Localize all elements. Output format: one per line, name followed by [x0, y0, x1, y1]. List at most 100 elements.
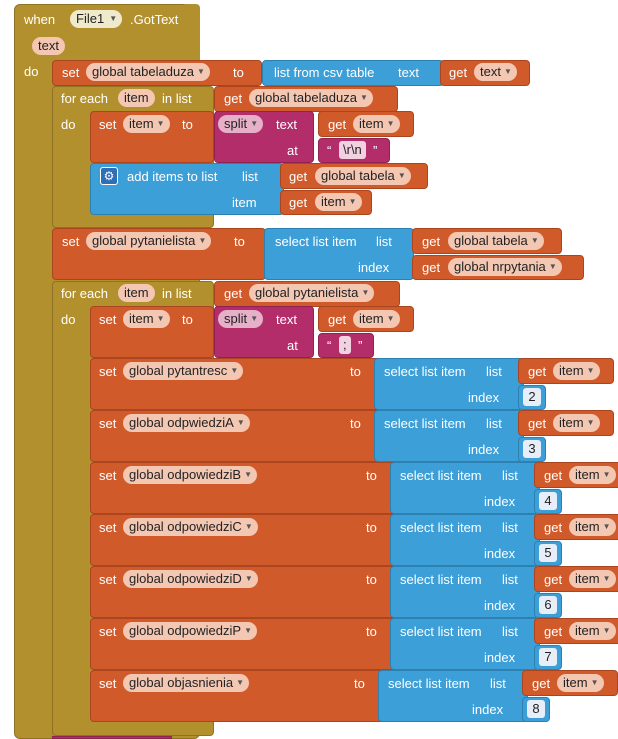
var-name: item: [129, 311, 154, 326]
index-number[interactable]: 8: [527, 700, 545, 718]
for-each-label: for each: [61, 286, 108, 301]
var-dropdown-item[interactable]: item ▼: [123, 310, 170, 328]
loop-var-item[interactable]: item: [118, 284, 155, 302]
var-dropdown[interactable]: global odpowiedziB ▼: [123, 466, 258, 484]
var-dropdown-pytanielista[interactable]: global pytanielista ▼: [86, 232, 212, 250]
select-list-item-block[interactable]: [374, 358, 524, 410]
index-number[interactable]: 7: [539, 648, 557, 666]
var-name: global odpowiedziD: [129, 571, 242, 586]
get-var-name: global tabela: [321, 168, 395, 183]
index-number[interactable]: 6: [539, 596, 557, 614]
chevron-down-icon: ▼: [244, 626, 253, 635]
get-var-dropdown[interactable]: global pytanielista ▼: [249, 284, 375, 302]
get-label: get: [528, 416, 547, 431]
get-var-dropdown[interactable]: global tabela ▼: [448, 232, 544, 250]
for-each-label: for each: [61, 91, 108, 106]
add-items-list-label: list: [242, 169, 258, 184]
var-name: global tabeladuza: [92, 64, 194, 79]
split-dropdown[interactable]: split ▼: [218, 115, 264, 133]
get-label: get: [544, 520, 563, 535]
split-dropdown[interactable]: split ▼: [218, 310, 264, 328]
get-item-dropdown[interactable]: item ▼: [569, 518, 616, 536]
chevron-down-icon: ▼: [386, 119, 395, 128]
chevron-down-icon: ▼: [244, 574, 253, 583]
get-item-dropdown[interactable]: item ▼: [569, 622, 616, 640]
get-label: get: [328, 117, 347, 132]
get-var-name: text: [480, 64, 501, 79]
string-value[interactable]: \r\n: [339, 141, 366, 159]
var-dropdown-item[interactable]: item ▼: [123, 115, 170, 133]
when-label: when: [24, 12, 56, 27]
get-var-dropdown[interactable]: global tabeladuza ▼: [249, 89, 373, 107]
get-label: get: [289, 195, 308, 210]
get-item-dropdown[interactable]: item ▼: [315, 193, 362, 211]
var-name: global pytanielista: [92, 233, 196, 248]
select-index-label: index: [468, 442, 500, 457]
select-index-label: index: [484, 494, 516, 509]
select-list-item-block[interactable]: [390, 566, 540, 618]
select-list-item-label: select list item: [384, 416, 466, 431]
select-list-item-block[interactable]: [374, 410, 524, 462]
var-dropdown[interactable]: global odpowiedziD ▼: [123, 570, 258, 588]
set-label: set: [99, 468, 117, 483]
var-dropdown[interactable]: global odpwiedziA ▼: [123, 414, 250, 432]
in-list-label: in list: [162, 286, 192, 301]
select-list-label: list: [376, 234, 392, 249]
get-var-name: global nrpytania: [454, 259, 546, 274]
select-list-item-block[interactable]: [390, 618, 540, 670]
get-item-dropdown[interactable]: item ▼: [553, 362, 600, 380]
select-list-item-label: select list item: [400, 468, 482, 483]
get-text-dropdown[interactable]: text ▼: [474, 63, 517, 81]
set-label: set: [99, 520, 117, 535]
get-var-name: item: [559, 363, 584, 378]
list-from-csv-table-block[interactable]: [262, 60, 444, 86]
select-list-item-block[interactable]: [264, 228, 414, 280]
index-number[interactable]: 4: [539, 492, 557, 510]
event-param-text[interactable]: text: [32, 37, 65, 55]
get-item-dropdown[interactable]: item ▼: [353, 310, 400, 328]
to-label: to: [234, 234, 245, 249]
select-list-item-block[interactable]: [378, 670, 528, 722]
quote-close: ”: [373, 143, 378, 158]
set-label: set: [99, 572, 117, 587]
index-number[interactable]: 2: [523, 388, 541, 406]
set-label: set: [99, 117, 117, 132]
to-label: to: [350, 416, 361, 431]
split-label: split: [224, 311, 248, 326]
get-label: get: [528, 364, 547, 379]
mutator-gear-icon[interactable]: ⚙: [100, 167, 118, 185]
component-dropdown[interactable]: File1 ▼: [70, 10, 123, 28]
chevron-down-icon: ▼: [386, 314, 395, 323]
select-list-item-block[interactable]: [390, 462, 540, 514]
chevron-down-icon: ▼: [548, 262, 557, 271]
get-item-dropdown[interactable]: item ▼: [557, 674, 604, 692]
string-value[interactable]: ;: [339, 336, 351, 354]
get-var-dropdown[interactable]: global tabela ▼: [315, 167, 411, 185]
to-label: to: [182, 312, 193, 327]
select-list-item-label: select list item: [400, 624, 482, 639]
loop-var-item[interactable]: item: [118, 89, 155, 107]
var-dropdown[interactable]: global odpowiedziC ▼: [123, 518, 258, 536]
get-item-dropdown[interactable]: item ▼: [569, 466, 616, 484]
to-label: to: [366, 572, 377, 587]
get-item-dropdown[interactable]: item ▼: [353, 115, 400, 133]
select-list-label: list: [502, 520, 518, 535]
get-item-dropdown[interactable]: item ▼: [569, 570, 616, 588]
select-index-label: index: [484, 598, 516, 613]
get-item-dropdown[interactable]: item ▼: [553, 414, 600, 432]
chevron-down-icon: ▼: [156, 314, 165, 323]
var-dropdown-tabeladuza[interactable]: global tabeladuza ▼: [86, 63, 210, 81]
select-index-label: index: [358, 260, 390, 275]
loop-do-label: do: [61, 312, 76, 327]
var-dropdown[interactable]: global odpowiedziP ▼: [123, 622, 258, 640]
var-dropdown[interactable]: global objasnienia ▼: [123, 674, 250, 692]
index-number[interactable]: 5: [539, 544, 557, 562]
number-block[interactable]: [522, 697, 550, 722]
var-dropdown[interactable]: global pytantresc ▼: [123, 362, 244, 380]
select-index-label: index: [472, 702, 504, 717]
index-number[interactable]: 3: [523, 440, 541, 458]
get-var-dropdown[interactable]: global nrpytania ▼: [448, 258, 562, 276]
to-label: to: [182, 117, 193, 132]
add-items-to-list-block[interactable]: [90, 163, 284, 215]
select-list-item-block[interactable]: [390, 514, 540, 566]
